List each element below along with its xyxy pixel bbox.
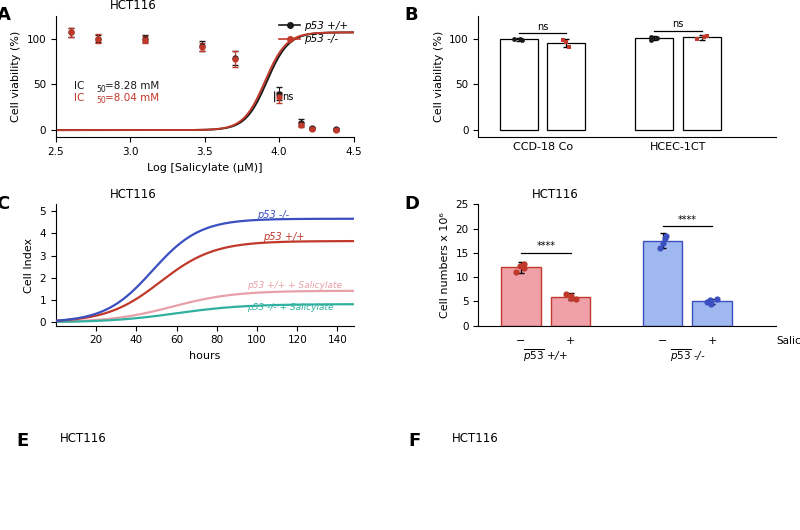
Text: HCT116: HCT116 (110, 0, 156, 12)
Text: HCT116: HCT116 (110, 188, 156, 200)
Text: HCT116: HCT116 (452, 432, 498, 445)
Text: +: + (566, 337, 575, 347)
Text: −: − (516, 337, 526, 347)
Point (650, 33, 663, 42)
Point (703, 296, 716, 305)
Text: p53 +/+: p53 +/+ (263, 232, 305, 242)
Text: ****: **** (536, 241, 555, 251)
Text: Salicylate: Salicylate (776, 337, 800, 347)
Text: =8.28 mM: =8.28 mM (105, 81, 159, 91)
Point (644, 33, 657, 42)
Text: IC: IC (74, 93, 84, 103)
Point (564, 292, 577, 300)
Text: =8.04 mM: =8.04 mM (105, 93, 159, 103)
Text: HCT116: HCT116 (60, 432, 106, 445)
Text: B: B (404, 6, 418, 24)
Point (690, 34, 703, 43)
Text: p53 -/- + Salicylate: p53 -/- + Salicylate (247, 303, 334, 312)
Text: C: C (0, 195, 10, 213)
Point (701, 298, 714, 307)
Point (700, 32, 713, 41)
Point (514, 35, 527, 43)
Text: ns: ns (537, 22, 549, 32)
Text: HCT116: HCT116 (532, 188, 578, 200)
Bar (635, 38, 674, 130)
Bar (682, 38, 721, 130)
Y-axis label: Cell viability (%): Cell viability (%) (11, 31, 21, 122)
Legend: p53 +/+, p53 -/-: p53 +/+, p53 -/- (279, 21, 348, 44)
Text: ****: **** (678, 215, 697, 225)
Point (698, 33, 710, 41)
Text: ns: ns (282, 92, 294, 102)
Point (660, 232, 673, 240)
Text: $\overline{p53}$ +/+: $\overline{p53}$ +/+ (523, 348, 568, 364)
Text: +: + (707, 337, 717, 347)
Point (562, 42, 575, 51)
Legend: Control, Salicylate: Control, Salicylate (787, 54, 800, 88)
Text: IC: IC (74, 81, 84, 91)
Y-axis label: Cell numbers x 10⁶: Cell numbers x 10⁶ (440, 212, 450, 318)
Point (510, 268, 522, 277)
Point (559, 290, 572, 298)
Text: A: A (0, 6, 10, 24)
Bar (500, 39, 538, 130)
Text: −: − (658, 337, 667, 347)
Y-axis label: Cell Index: Cell Index (24, 237, 34, 293)
Point (518, 264, 530, 272)
Y-axis label: Cell viability (%): Cell viability (%) (434, 31, 443, 122)
X-axis label: hours: hours (189, 351, 221, 361)
Bar (643, 241, 682, 326)
Point (560, 38, 573, 47)
Text: p53 +/+ + Salicylate: p53 +/+ + Salicylate (247, 281, 342, 290)
Text: E: E (16, 432, 28, 450)
Point (565, 293, 578, 302)
Point (656, 239, 669, 248)
Text: p53 -/-: p53 -/- (257, 210, 289, 219)
Point (570, 295, 582, 303)
Point (507, 34, 520, 43)
Point (515, 36, 528, 44)
Point (645, 36, 658, 44)
Point (557, 36, 570, 44)
Point (514, 262, 526, 270)
Point (654, 244, 666, 252)
Text: $\overline{p53}$ -/-: $\overline{p53}$ -/- (670, 348, 706, 364)
Text: F: F (408, 432, 420, 450)
Text: 50: 50 (96, 85, 106, 94)
Point (517, 259, 530, 268)
Bar (550, 297, 590, 326)
X-axis label: Log [Salicylate (μM)]: Log [Salicylate (μM)] (147, 163, 262, 173)
Text: 50: 50 (96, 96, 106, 105)
Bar (693, 302, 732, 326)
Point (658, 234, 671, 243)
Point (705, 299, 718, 308)
Point (710, 295, 723, 303)
Text: D: D (404, 195, 419, 213)
Text: ns: ns (672, 19, 684, 29)
Bar (547, 43, 586, 130)
Bar (501, 268, 541, 326)
